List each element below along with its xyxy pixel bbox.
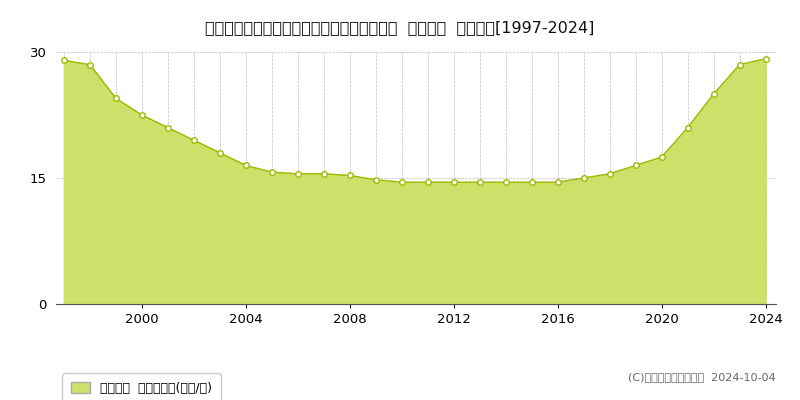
Text: 北海道札幌市白石区北郷５条５丁目８番２２  基準地価  地価推移[1997-2024]: 北海道札幌市白石区北郷５条５丁目８番２２ 基準地価 地価推移[1997-2024… xyxy=(206,20,594,35)
Text: (C)土地価格ドットコム  2024-10-04: (C)土地価格ドットコム 2024-10-04 xyxy=(628,372,776,382)
Legend: 基準地価  平均坪単価(万円/坪): 基準地価 平均坪単価(万円/坪) xyxy=(62,373,221,400)
